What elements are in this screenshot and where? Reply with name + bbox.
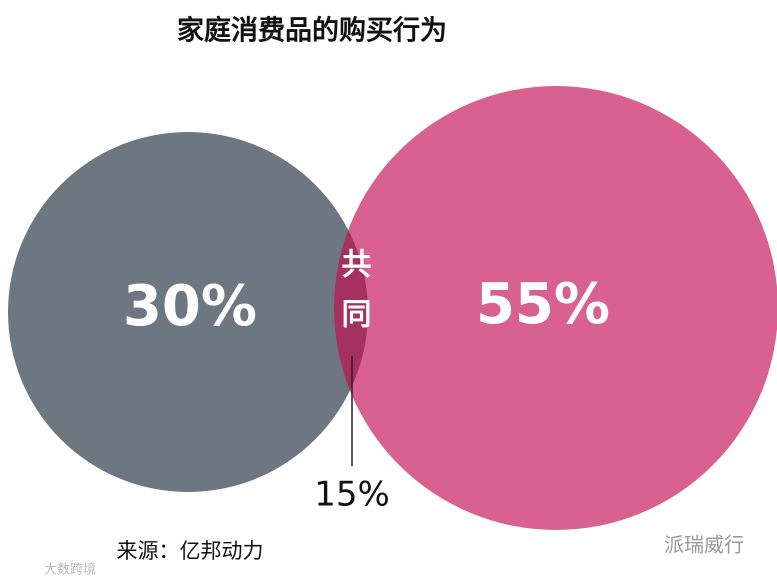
value-label: 30%: [123, 274, 257, 339]
value-label: 15%: [314, 475, 390, 515]
source-note: 来源：亿邦动力: [117, 539, 264, 563]
venn-circle: [334, 86, 777, 530]
value-label: 55%: [476, 272, 610, 337]
watermark: 派瑞威行: [664, 533, 744, 557]
overlap-label: 共同: [336, 248, 372, 348]
corner-mark: 大数跨境: [44, 563, 96, 578]
chart-title: 家庭消费品的购买行为: [177, 15, 447, 47]
venn-circle: [8, 132, 368, 492]
